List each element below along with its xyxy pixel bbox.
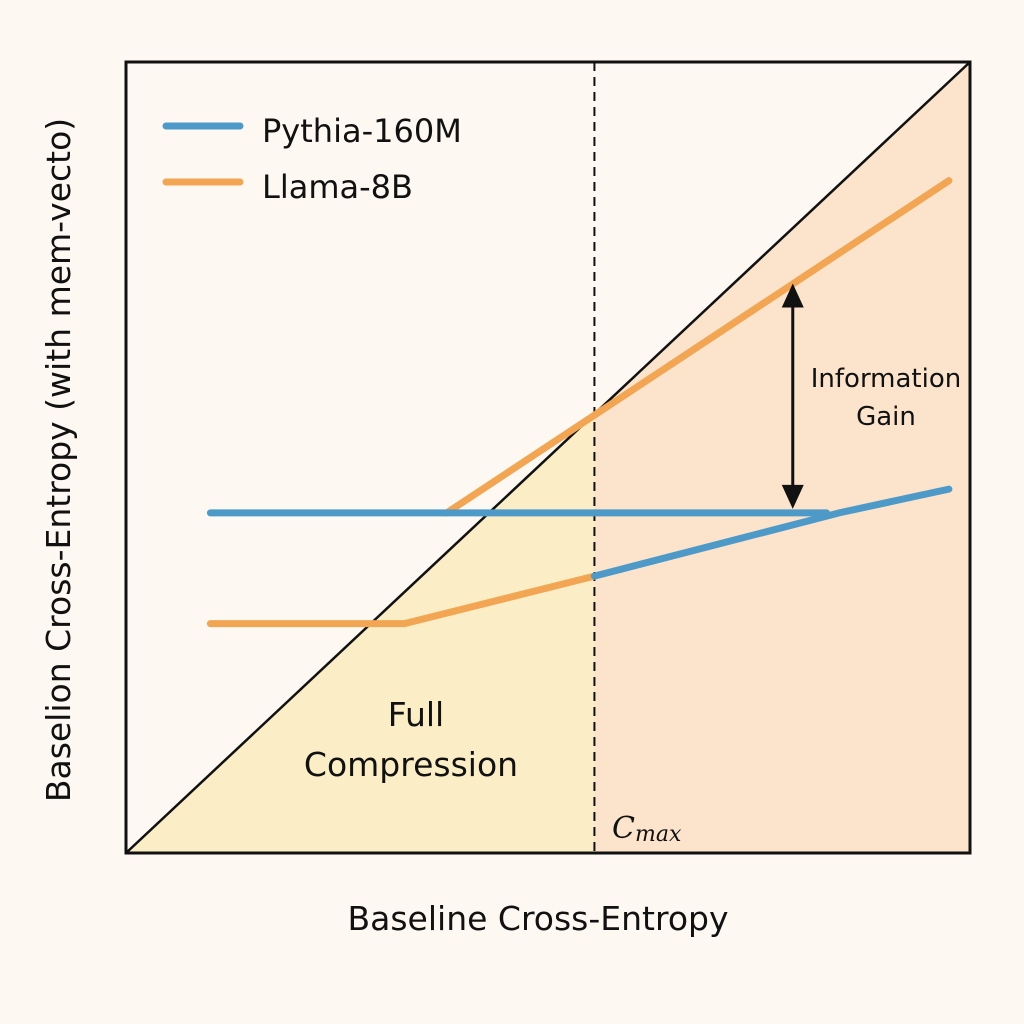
series-line-llama-8b-segment-1: [443, 177, 953, 517]
full-compression-label-line2: Compression: [304, 745, 518, 784]
diagonal-reference-line: [125, 61, 971, 854]
cmax-label-sub: max: [635, 822, 682, 847]
plot-frame: [124, 60, 972, 855]
series-line-pythia-160m-segment-2: [590, 485, 953, 580]
legend-label-pythia: Pythia-160M: [262, 112, 462, 150]
x-axis-label: Baseline Cross-Entropy: [348, 899, 729, 938]
full-compression-label-line1: Full: [388, 695, 444, 734]
legend-label-llama: Llama-8B: [262, 168, 413, 206]
information-gain-arrow-head-up: [781, 283, 804, 308]
y-axis-label: Baselion Cross-Entropy (with mem-vecto): [39, 118, 78, 802]
cmax-label: Cmax: [612, 811, 682, 847]
information-gain-label-line2: Gain: [856, 402, 916, 432]
series-line-llama-8b-segment-2: [206, 572, 598, 628]
information-gain-label-line1: Information: [811, 364, 962, 394]
information-region: [594, 62, 970, 853]
information-gain-arrow-head-down: [781, 484, 804, 509]
cmax-label-main: C: [612, 811, 635, 846]
